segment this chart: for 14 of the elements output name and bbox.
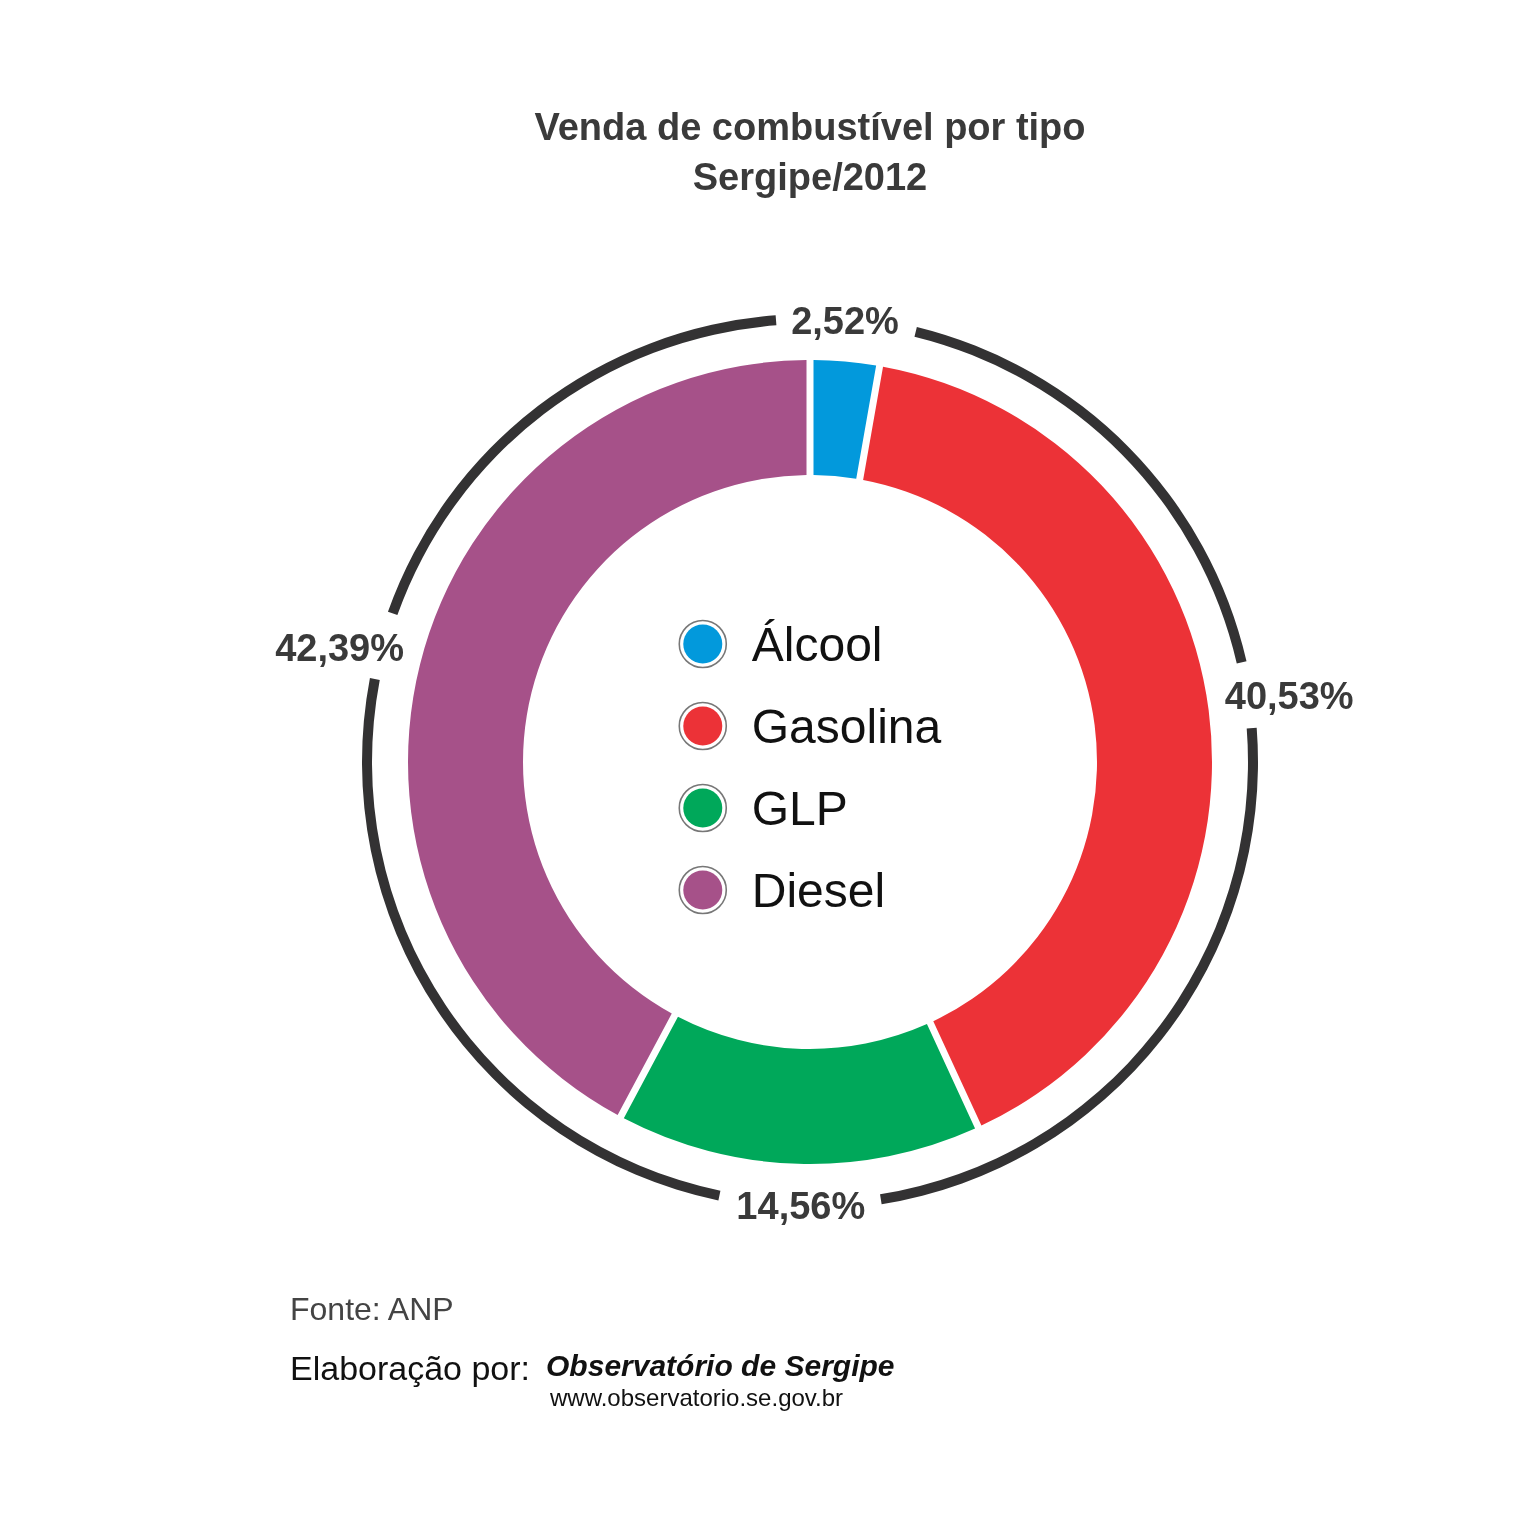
legend-label: GLP [751, 782, 848, 836]
text: www.observatorio.se.gov.br [549, 1384, 844, 1411]
chart-title: Venda de combustível por tipo [534, 106, 1086, 148]
text: Elaboração por: [290, 1349, 531, 1387]
source-note: Fonte: ANP [290, 1291, 454, 1327]
legend-label: Diesel [751, 864, 886, 918]
data-label: 40,53% [1224, 674, 1354, 717]
data-label: 14,56% [736, 1184, 866, 1227]
chart-subtitle: Sergipe/2012 [692, 156, 928, 198]
text: Observatório de Sergipe [546, 1349, 895, 1382]
data-label: 2,52% [791, 300, 899, 343]
data-label: 42,39% [275, 627, 405, 670]
legend-label: Álcool [751, 618, 883, 672]
legend-label: Gasolina [751, 700, 942, 754]
